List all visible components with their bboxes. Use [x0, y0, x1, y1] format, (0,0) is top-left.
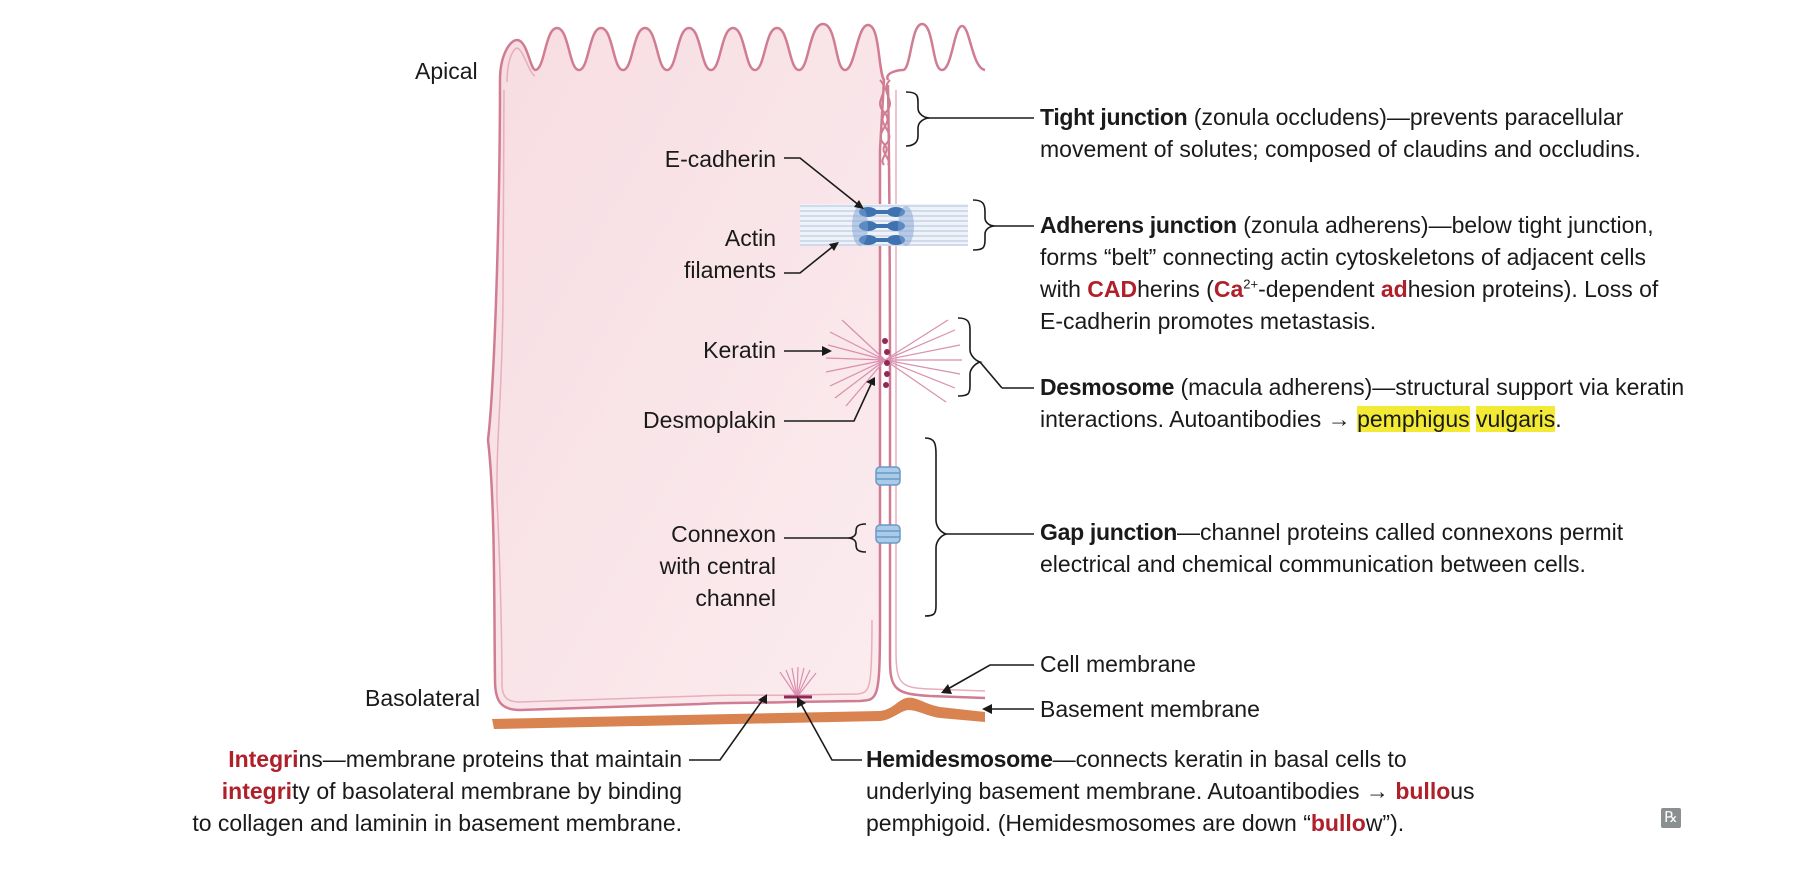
label-desmoplakin: Desmoplakin	[643, 407, 776, 433]
gap-junction-description: Gap junction—channel proteins called con…	[1040, 516, 1623, 580]
label-connexon-line2: with central	[659, 553, 776, 579]
desmosome-plaque	[882, 338, 890, 388]
hemidesmosome-line2: underlying basement membrane. Autoantibo…	[866, 778, 1475, 804]
desmosome-description: Desmosome (macula adherens)—structural s…	[1040, 371, 1684, 435]
label-connexon-line1: Connexon	[671, 521, 776, 547]
gap-line2: electrical and chemical communication be…	[1040, 551, 1586, 577]
gap-junction-title: Gap junction	[1040, 519, 1177, 545]
integrins-line1: Integrins—membrane proteins that maintai…	[228, 746, 682, 772]
tight-junction-description: Tight junction (zonula occludens)—preven…	[1040, 101, 1641, 165]
tight-junction-line2: movement of solutes; composed of claudin…	[1040, 136, 1641, 162]
hemidesmosome-line3: pemphigoid. (Hemidesmosomes are down “bu…	[866, 810, 1405, 836]
adherens-line3: with CADherins (Ca2+-dependent adhesion …	[1040, 276, 1659, 302]
hemidesmosome-description: Hemidesmosome—connects keratin in basal …	[866, 743, 1475, 839]
adherens-junction-title: Adherens junction	[1040, 212, 1237, 238]
label-actin-line2: filaments	[683, 257, 776, 283]
label-actin-filaments: Actin filaments	[684, 222, 776, 286]
integrins-description: Integrins—membrane proteins that maintai…	[192, 743, 682, 839]
hemidesmosome-line1: —connects keratin in basal cells to	[1052, 746, 1407, 772]
desmosome-line2: interactions. Autoantibodies → pemphigus…	[1040, 406, 1562, 432]
leader-lines	[689, 117, 1034, 761]
adherens-line2: forms “belt” connecting actin cytoskelet…	[1040, 244, 1646, 270]
highlight-pemphigus: pemphigus	[1357, 406, 1470, 432]
adherens-line1: (zonula adherens)—below tight junction,	[1236, 212, 1654, 238]
rx-badge-icon: ℞	[1661, 808, 1681, 828]
label-cell-membrane: Cell membrane	[1040, 651, 1196, 677]
gap-line1: —channel proteins called connexons permi…	[1176, 519, 1624, 545]
adherens-junction-description: Adherens junction (zonula adherens)—belo…	[1040, 209, 1658, 337]
adherens-line4: E-cadherin promotes metastasis.	[1040, 308, 1377, 334]
desmosome-line1: (macula adherens)—structural support via…	[1174, 374, 1685, 400]
tight-junction-line1: (zonula occludens)—prevents paracellular	[1187, 104, 1624, 130]
label-apical: Apical	[415, 58, 478, 84]
desmosome-title: Desmosome	[1040, 374, 1175, 400]
label-basolateral: Basolateral	[365, 685, 481, 711]
hemidesmosome-title: Hemidesmosome	[866, 746, 1053, 772]
label-e-cadherin: E-cadherin	[664, 146, 776, 172]
highlight-vulgaris: vulgaris	[1476, 406, 1556, 432]
arrowheads	[758, 200, 992, 714]
tight-junction-title: Tight junction	[1040, 104, 1188, 130]
integrins-line3: to collagen and laminin in basement memb…	[192, 810, 682, 836]
integrins-line2: integrity of basolateral membrane by bin…	[221, 778, 682, 804]
right-cell-membrane	[886, 22, 986, 81]
hemidesmosome-fibers	[779, 666, 817, 698]
label-connexon-line3: channel	[695, 585, 776, 611]
label-keratin: Keratin	[703, 337, 776, 363]
basement-membrane-band	[492, 697, 985, 729]
label-connexon: Connexon with central channel	[660, 518, 776, 614]
label-actin-line1: Actin	[724, 225, 776, 251]
label-basement-membrane: Basement membrane	[1040, 696, 1260, 722]
connexon-channels	[875, 466, 901, 544]
keratin-filaments	[825, 319, 962, 407]
